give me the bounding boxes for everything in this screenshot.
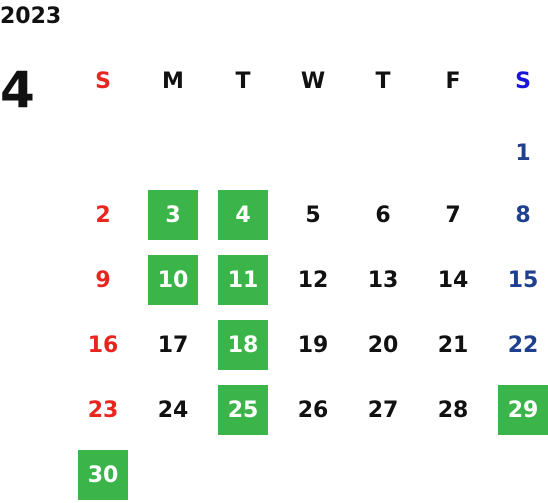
day-cell	[288, 128, 338, 178]
weekday-header-wed: W	[300, 68, 326, 94]
weekday-header-thu: T	[375, 68, 391, 94]
day-cell: 6	[375, 202, 391, 228]
day-cell: 17	[157, 332, 189, 358]
day-cell	[78, 128, 128, 178]
day-cell: 27	[367, 397, 399, 423]
day-cell: 7	[445, 202, 461, 228]
weekday-header-sun: S	[95, 68, 111, 94]
day-cell: 13	[367, 267, 399, 293]
weekday-header-sat: S	[515, 68, 531, 94]
day-cell: 20	[367, 332, 399, 358]
day-cell	[428, 450, 478, 500]
day-cell	[358, 128, 408, 178]
day-cell: 9	[95, 267, 111, 293]
day-cell: 23	[87, 397, 119, 423]
day-cell: 8	[515, 202, 531, 228]
day-cell: 2	[95, 202, 111, 228]
year-label: 2023	[0, 4, 62, 29]
day-cell: 5	[305, 202, 321, 228]
day-cell	[428, 128, 478, 178]
day-cell: 30	[78, 450, 128, 500]
weekday-header-tue: T	[235, 68, 251, 94]
day-cell: 28	[437, 397, 469, 423]
day-cell: 22	[507, 332, 539, 358]
day-cell: 18	[218, 320, 268, 370]
day-cell: 1	[515, 140, 531, 166]
day-cell	[148, 128, 198, 178]
day-cell	[218, 128, 268, 178]
day-cell: 15	[507, 267, 539, 293]
day-cell: 12	[297, 267, 329, 293]
weekday-header-mon: M	[162, 68, 184, 94]
day-cell: 16	[87, 332, 119, 358]
day-cell: 24	[157, 397, 189, 423]
day-cell: 21	[437, 332, 469, 358]
day-cell	[288, 450, 338, 500]
day-cell	[498, 450, 548, 500]
weekday-header-fri: F	[445, 68, 461, 94]
day-cell: 11	[218, 255, 268, 305]
day-cell: 4	[218, 190, 268, 240]
month-label: 4	[0, 61, 35, 119]
day-cell: 3	[148, 190, 198, 240]
day-cell: 19	[297, 332, 329, 358]
day-cell	[218, 450, 268, 500]
day-cell	[148, 450, 198, 500]
day-cell: 29	[498, 385, 548, 435]
day-cell: 14	[437, 267, 469, 293]
day-cell: 25	[218, 385, 268, 435]
day-cell	[358, 450, 408, 500]
day-cell: 10	[148, 255, 198, 305]
day-cell: 26	[297, 397, 329, 423]
